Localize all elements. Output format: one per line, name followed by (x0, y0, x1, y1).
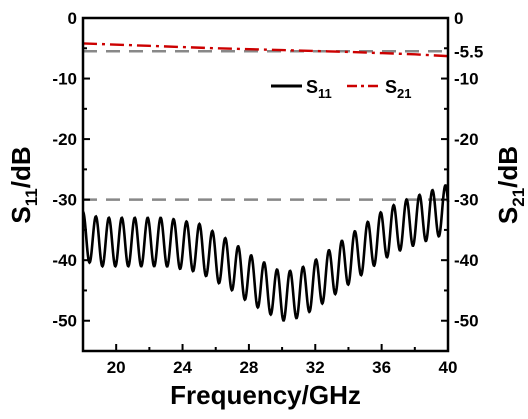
legend-label-s11: S11 (306, 77, 332, 101)
y-tick-label: -10 (52, 70, 77, 89)
y-tick-label: -30 (52, 191, 77, 210)
legend-label-main: S (385, 77, 397, 97)
y-axis-title-unit: /dB (6, 146, 36, 188)
y2-tick-label: -5.5 (454, 42, 483, 61)
y-tick-label: -50 (52, 312, 77, 331)
x-axis-title: Frequency/GHz (170, 380, 361, 410)
y2-axis-title-sub: 21 (509, 188, 528, 207)
y2-axis-title-unit: /dB (493, 146, 523, 188)
y2-tick-label: 0 (454, 9, 463, 28)
legend-label-sub: 11 (318, 86, 332, 101)
x-tick-label: 36 (372, 358, 391, 377)
legend: S11 S21 (271, 77, 411, 101)
x-tick-label: 32 (306, 358, 325, 377)
x-tick-label: 28 (239, 358, 258, 377)
legend-label-sub: 21 (397, 86, 411, 101)
y2-tick-label: -30 (454, 191, 479, 210)
y-tick-label: -40 (52, 251, 77, 270)
legend-label-s21: S21 (385, 77, 411, 101)
y-axis-title: S11/dB (6, 146, 41, 223)
legend-label-main: S (306, 77, 318, 97)
y2-tick-label: -10 (454, 70, 479, 89)
tick-marks (82, 17, 449, 352)
y2-axis-title-main: S (493, 207, 523, 224)
y2-tick-label: -20 (454, 130, 479, 149)
x-tick-label: 40 (439, 358, 458, 377)
series-lines (81, 42, 450, 322)
reference-lines (83, 50, 448, 201)
y-axis-title-sub: 11 (22, 188, 41, 206)
y-tick-label: 0 (68, 9, 77, 28)
plot-frame (81, 16, 450, 353)
x-tick-label: 20 (107, 358, 126, 377)
series-line-s21 (82, 42, 449, 58)
y-axis-title-main: S (6, 206, 36, 223)
y2-tick-label: -40 (454, 251, 479, 270)
tick-labels: 20 24 28 32 36 40 0 -10 -20 -30 -40 -50 0 -5.5 -10 -20 -… (52, 9, 483, 377)
y-tick-label: -20 (52, 130, 77, 149)
x-tick-label: 24 (173, 358, 192, 377)
y2-tick-label: -50 (454, 312, 479, 331)
y2-axis-title: S21/dB (493, 146, 528, 224)
series-line-s11 (81, 184, 450, 322)
